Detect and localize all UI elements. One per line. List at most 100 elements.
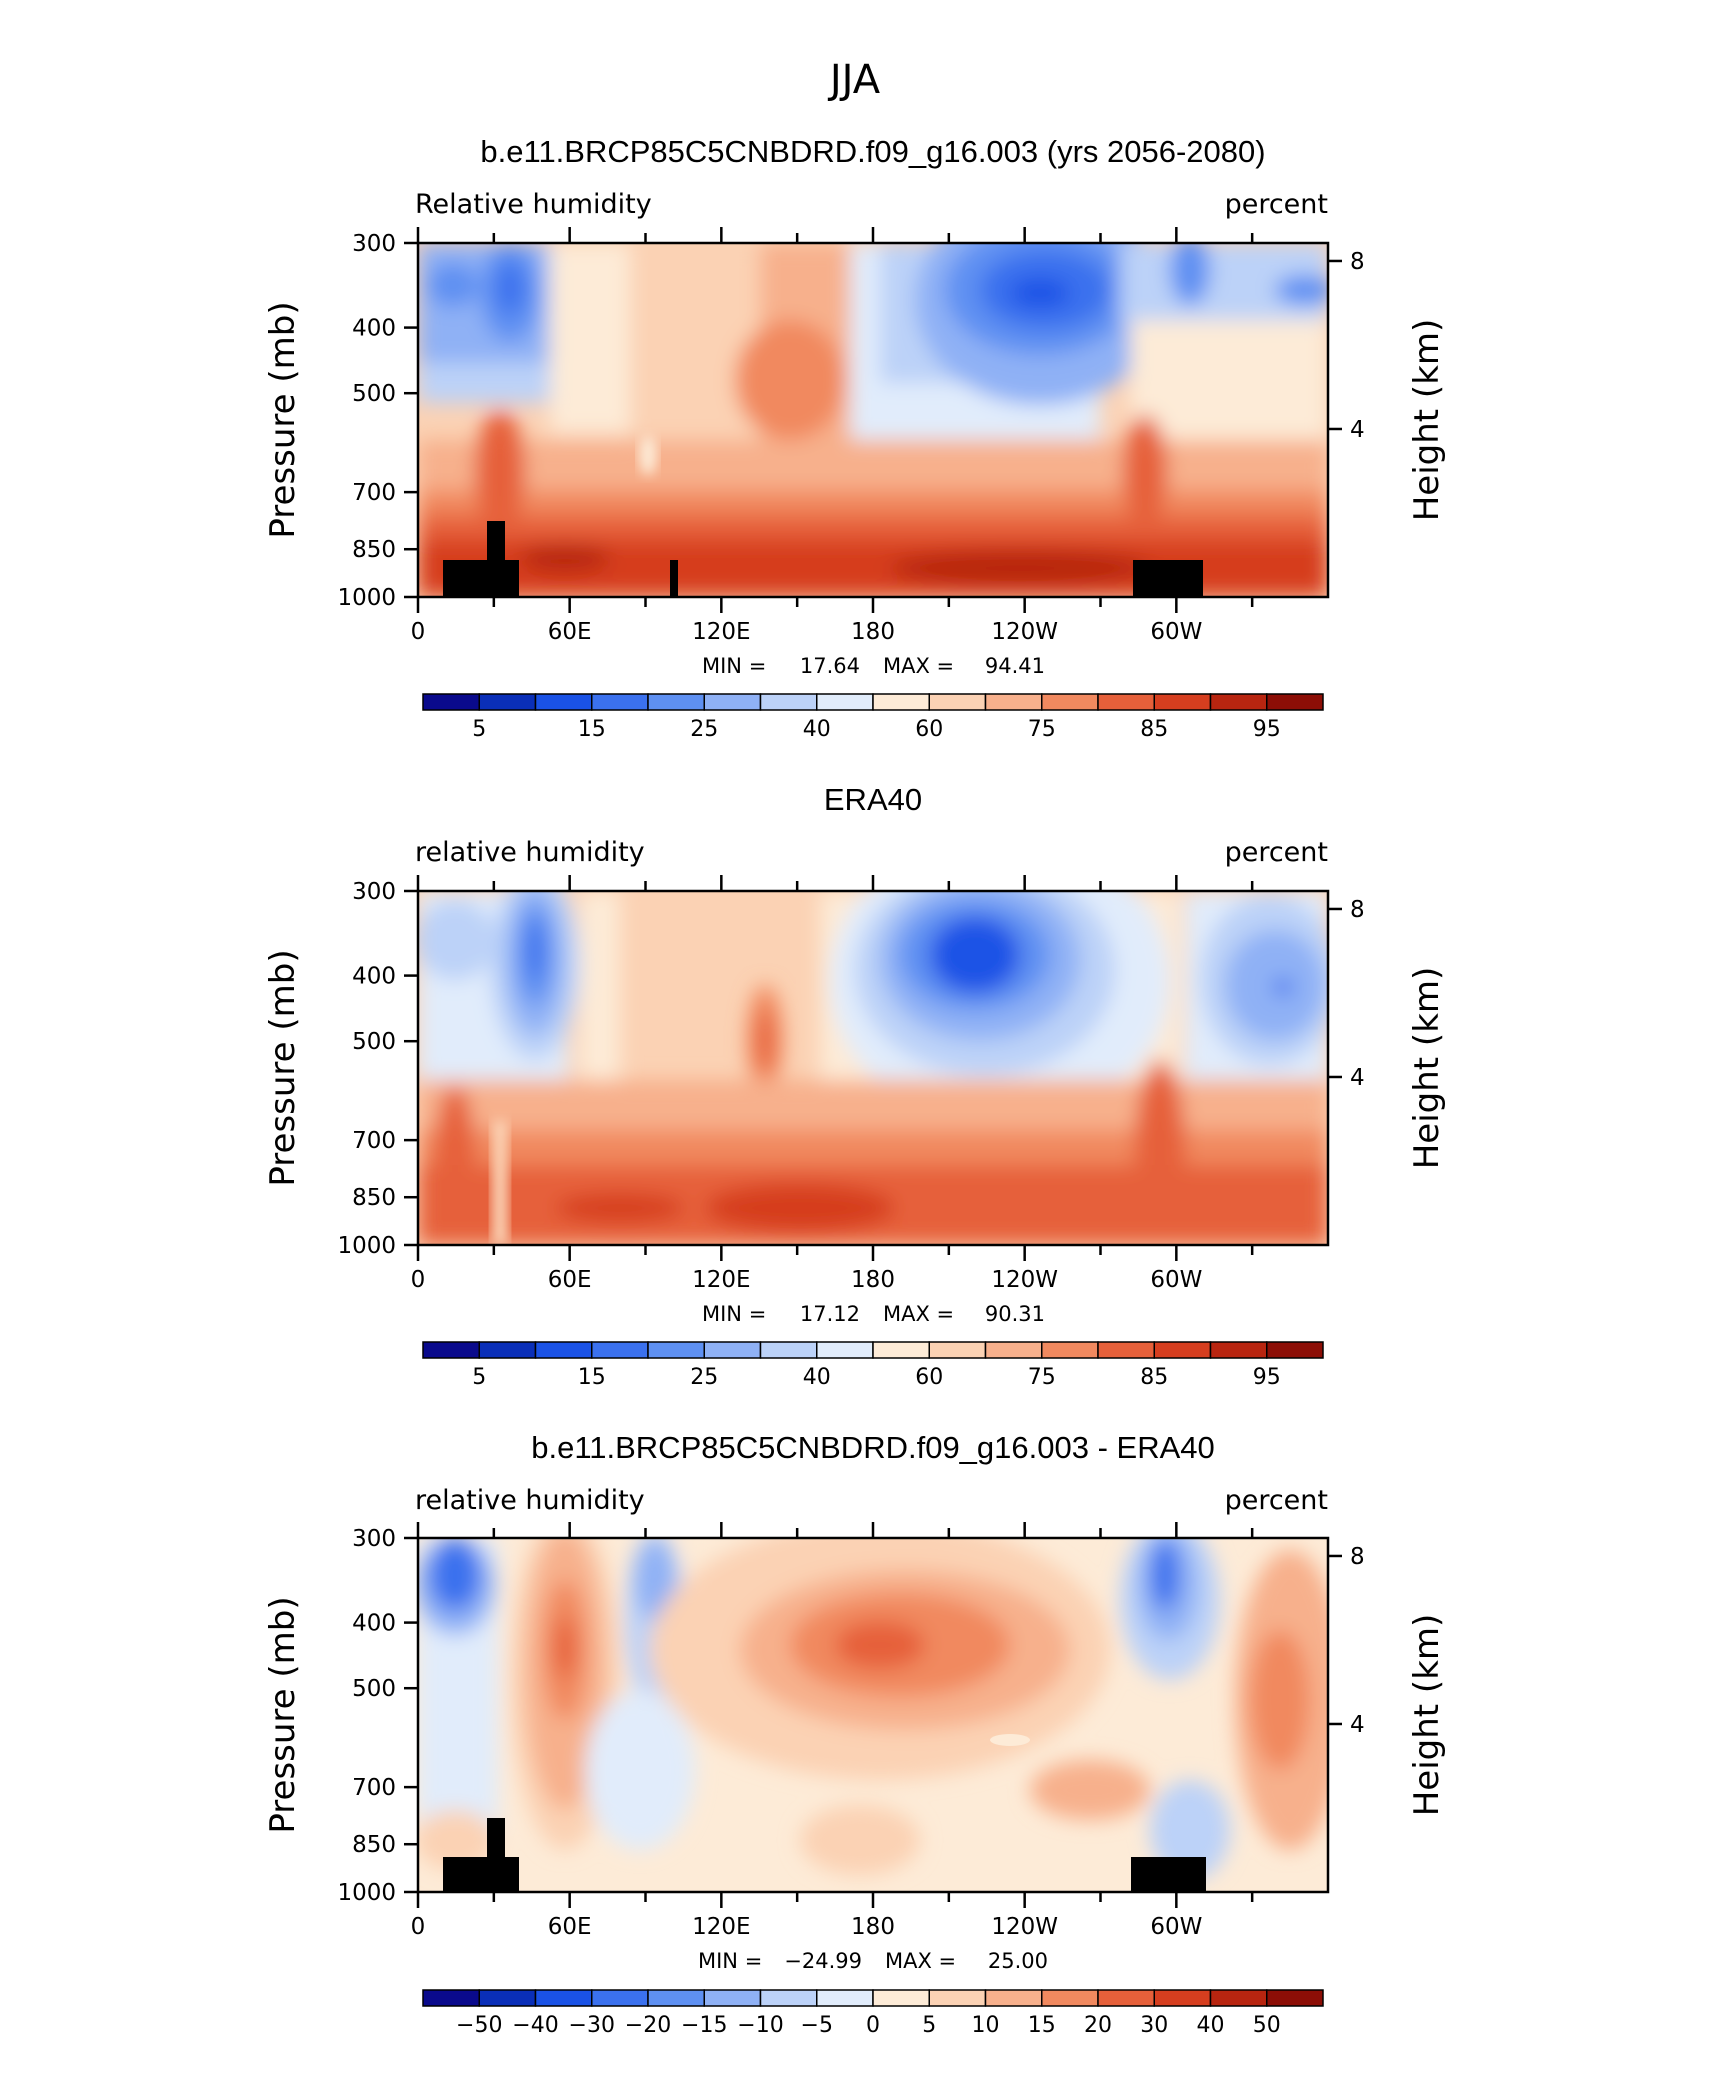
colorbar-box (984, 1989, 1043, 2007)
y-tick-label: 500 (352, 1029, 396, 1055)
y-tick-label: 300 (352, 231, 396, 257)
panel-3-title: b.e11.BRCP85C5CNBDRD.f09_g16.003 - ERA40 (531, 1430, 1215, 1465)
y-tick-label: 1000 (337, 1880, 396, 1906)
panel-2-min-value: 17.12 (800, 1302, 860, 1326)
panel-2-min-label: MIN = (702, 1302, 766, 1326)
colorbar-label: 75 (1028, 1365, 1056, 1390)
colorbar-box (478, 693, 537, 711)
panel-2-y-ticks: 300 400 500 700 850 1000 (337, 879, 418, 1259)
colorbar-box (928, 1341, 987, 1359)
colorbar-label: 85 (1140, 717, 1168, 742)
colorbar-box (872, 1989, 930, 2007)
colorbar-label: 85 (1140, 1365, 1168, 1390)
colorbar-box (1041, 1341, 1099, 1359)
x-tick-label: 180 (851, 619, 895, 645)
panel-3-right-label: percent (1225, 1485, 1328, 1516)
colorbar-label: 75 (1028, 717, 1056, 742)
colorbar-box (703, 693, 762, 711)
x-tick-label: 0 (411, 1914, 426, 1940)
colorbar-label: −20 (625, 2013, 671, 2038)
x-tick-label: 0 (411, 619, 426, 645)
colorbar-box (591, 1989, 649, 2007)
y-tick-label: 400 (352, 1611, 396, 1637)
panel-1-left-label: Relative humidity (415, 189, 652, 220)
panel-1-right-label: percent (1225, 189, 1328, 220)
y2-tick-label: 8 (1350, 249, 1365, 275)
colorbar-label: 15 (578, 717, 606, 742)
colorbar-label: 40 (1197, 2013, 1225, 2038)
colorbar-box (1153, 1989, 1212, 2007)
x-tick-label: 120W (991, 1267, 1058, 1293)
colorbar-box (647, 693, 705, 711)
y-tick-label: 300 (352, 1526, 396, 1552)
colorbar-box (928, 693, 987, 711)
x-tick-label: 60E (548, 1914, 592, 1940)
colorbar-label: 0 (866, 2013, 880, 2038)
panel-3-x-ticks: 0 60E 120E 180 120W 60W (411, 1522, 1254, 1940)
panel-1-y2-ticks: 84 (1328, 249, 1365, 443)
colorbar-label: −5 (801, 2013, 833, 2038)
panel-2-max-value: 90.31 (985, 1302, 1045, 1326)
x-tick-label: 120E (692, 1914, 750, 1940)
y2-tick-label: 4 (1350, 1712, 1365, 1738)
panel-1-topography (443, 521, 1203, 597)
panel-1-min-label: MIN = (702, 654, 766, 678)
y-tick-label: 700 (352, 1775, 396, 1801)
colorbar-label: 95 (1253, 717, 1281, 742)
panel-3-topography (443, 1818, 1206, 1892)
colorbar-box (1153, 693, 1212, 711)
colorbar-box (647, 1989, 705, 2007)
y-tick-label: 850 (352, 1185, 396, 1211)
y-tick-label: 700 (352, 480, 396, 506)
colorbar-box (1097, 1989, 1155, 2007)
x-tick-label: 60W (1150, 1267, 1202, 1293)
panel-2-max-label: MAX = (883, 1302, 954, 1326)
y2-tick-label: 8 (1350, 1544, 1365, 1570)
colorbar-label: 25 (690, 1365, 718, 1390)
colorbar-box (534, 1989, 593, 2007)
y-tick-label: 1000 (337, 1233, 396, 1259)
panel-1-max-value: 94.41 (985, 654, 1045, 678)
y-tick-label: 500 (352, 381, 396, 407)
colorbar-label: 5 (922, 2013, 936, 2038)
colorbar-box (759, 1341, 818, 1359)
colorbar-label: −10 (737, 2013, 783, 2038)
colorbar-label: 10 (972, 2013, 1000, 2038)
colorbar-box (759, 1989, 818, 2007)
y-tick-label: 1000 (337, 585, 396, 611)
colorbar-label: 50 (1253, 2013, 1281, 2038)
colorbar-box (759, 693, 818, 711)
colorbar-box (1266, 1989, 1324, 2007)
colorbar-box (647, 1341, 705, 1359)
colorbar-label: −50 (456, 2013, 502, 2038)
colorbar-box (928, 1989, 987, 2007)
panel-2-title: ERA40 (824, 782, 922, 817)
y-tick-label: 400 (352, 964, 396, 990)
colorbar-box (872, 693, 930, 711)
panel-1-y-axis-label: Pressure (mb) (263, 301, 303, 538)
colorbar-box (703, 1989, 762, 2007)
colorbar-label: 15 (578, 1365, 606, 1390)
colorbar-box (816, 1989, 874, 2007)
panel-3-contour-field (418, 1538, 1328, 1892)
x-tick-label: 120E (692, 619, 750, 645)
y2-tick-label: 4 (1350, 417, 1365, 443)
colorbar-box (1041, 693, 1099, 711)
panel-3-colorbar: −50 −40 −30 −20 −15 −10 −5 0 5 10 15 20 30 40 50 (422, 1989, 1324, 2038)
panel-1-min-value: 17.64 (800, 654, 860, 678)
panel-1-max-label: MAX = (883, 654, 954, 678)
x-tick-label: 120W (991, 619, 1058, 645)
panel-3: b.e11.BRCP85C5CNBDRD.f09_g16.003 - ERA40… (263, 1430, 1447, 2038)
panel-1-y2-axis-label: Height (km) (1407, 319, 1447, 522)
x-tick-label: 60E (548, 1267, 592, 1293)
colorbar-box (478, 1341, 537, 1359)
colorbar-label: 25 (690, 717, 718, 742)
colorbar-label: 15 (1028, 2013, 1056, 2038)
y-tick-label: 300 (352, 879, 396, 905)
y-tick-label: 400 (352, 316, 396, 342)
panel-2-x-ticks: 0 60E 120E 180 120W 60W (411, 875, 1254, 1293)
colorbar-box (1266, 1341, 1324, 1359)
colorbar-box (422, 693, 480, 711)
colorbar-box (1097, 693, 1155, 711)
panel-3-y-ticks: 300 400 500 700 850 1000 (337, 1526, 418, 1906)
